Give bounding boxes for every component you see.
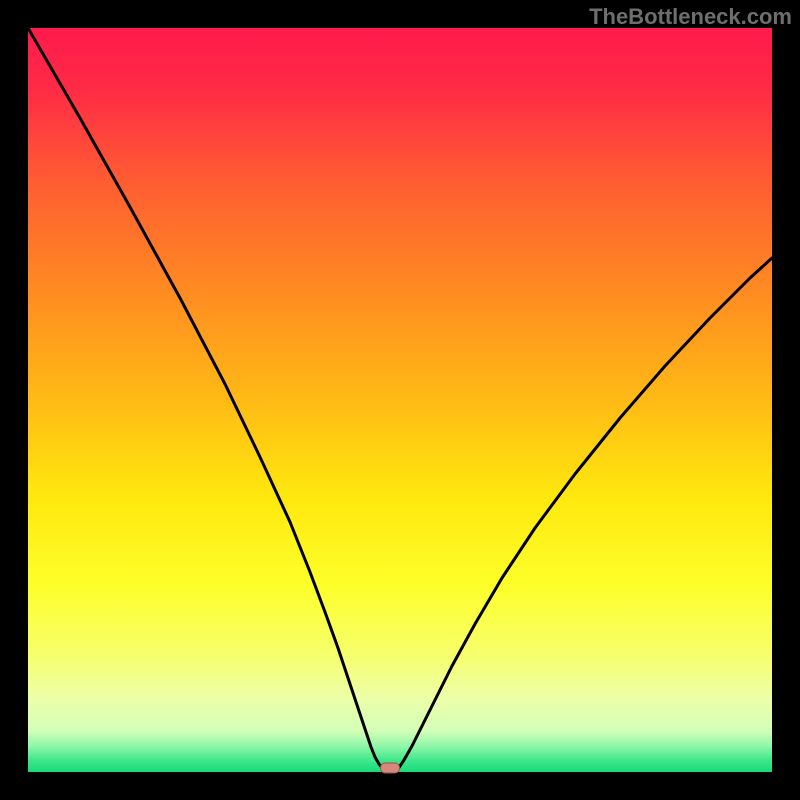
curve-layer xyxy=(0,0,800,800)
minimum-marker xyxy=(380,763,400,774)
bottleneck-curve xyxy=(28,28,772,769)
watermark-text: TheBottleneck.com xyxy=(589,4,792,30)
chart-canvas: TheBottleneck.com xyxy=(0,0,800,800)
